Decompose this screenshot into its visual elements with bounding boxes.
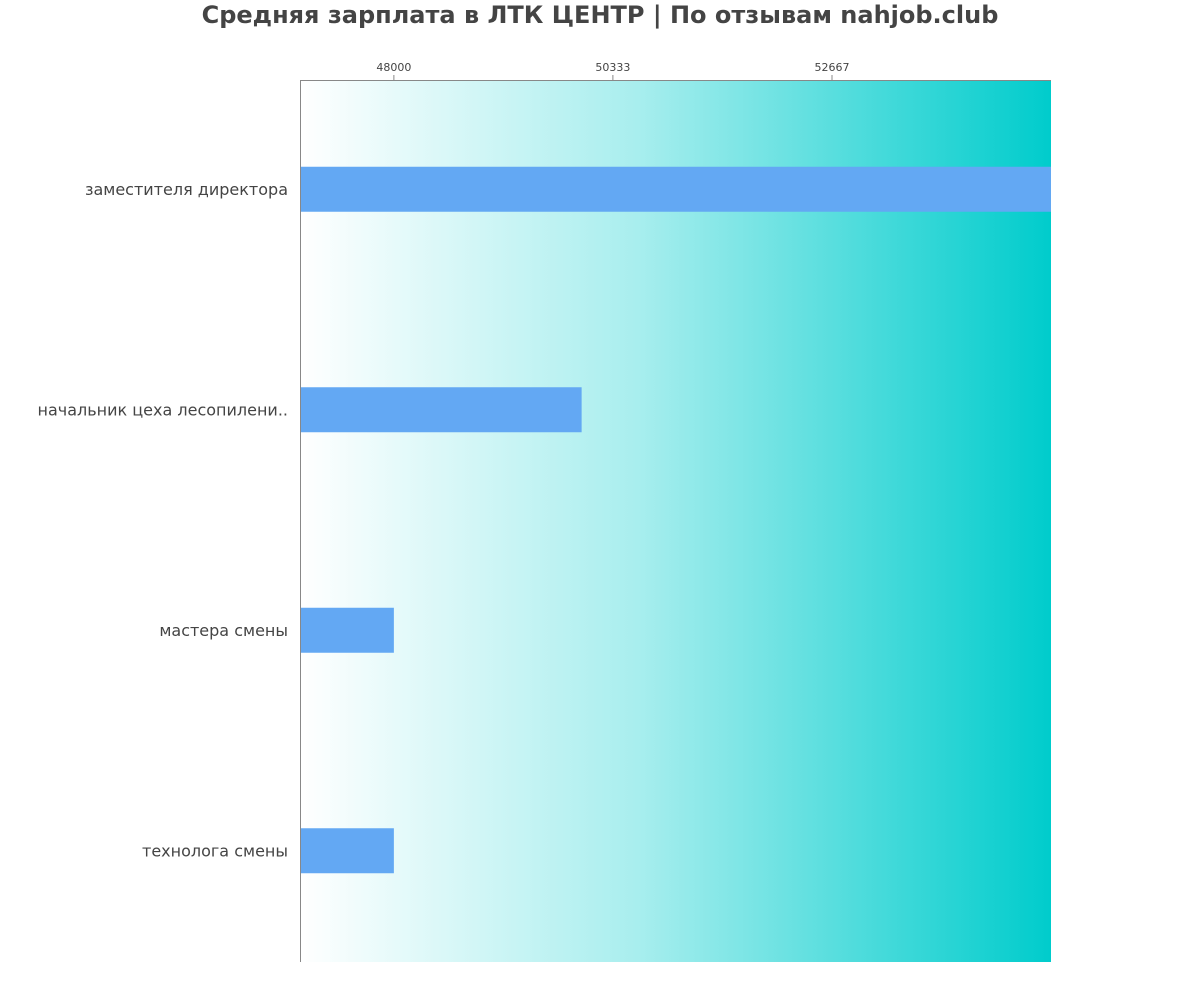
- x-tick-label: 52667: [814, 61, 849, 74]
- x-axis: 48000 50333 52667: [376, 61, 849, 80]
- bar: [301, 828, 394, 874]
- category-label: мастера смены: [159, 621, 288, 640]
- bar: [301, 607, 394, 653]
- x-tick-label: 50333: [595, 61, 630, 74]
- category-label: заместителя директора: [85, 180, 288, 199]
- category-label: начальник цеха лесопилени..: [38, 400, 289, 419]
- x-tick-label: 48000: [376, 61, 411, 74]
- plot-area-background: [300, 80, 1051, 962]
- bar: [301, 387, 582, 433]
- bar: [301, 166, 1051, 212]
- category-labels: заместителя директора начальник цеха лесо…: [38, 180, 289, 861]
- bars: [301, 166, 1051, 874]
- chart-title: Средняя зарплата в ЛТК ЦЕНТР | По отзыва…: [201, 1, 999, 29]
- category-label: технолога смены: [142, 841, 288, 860]
